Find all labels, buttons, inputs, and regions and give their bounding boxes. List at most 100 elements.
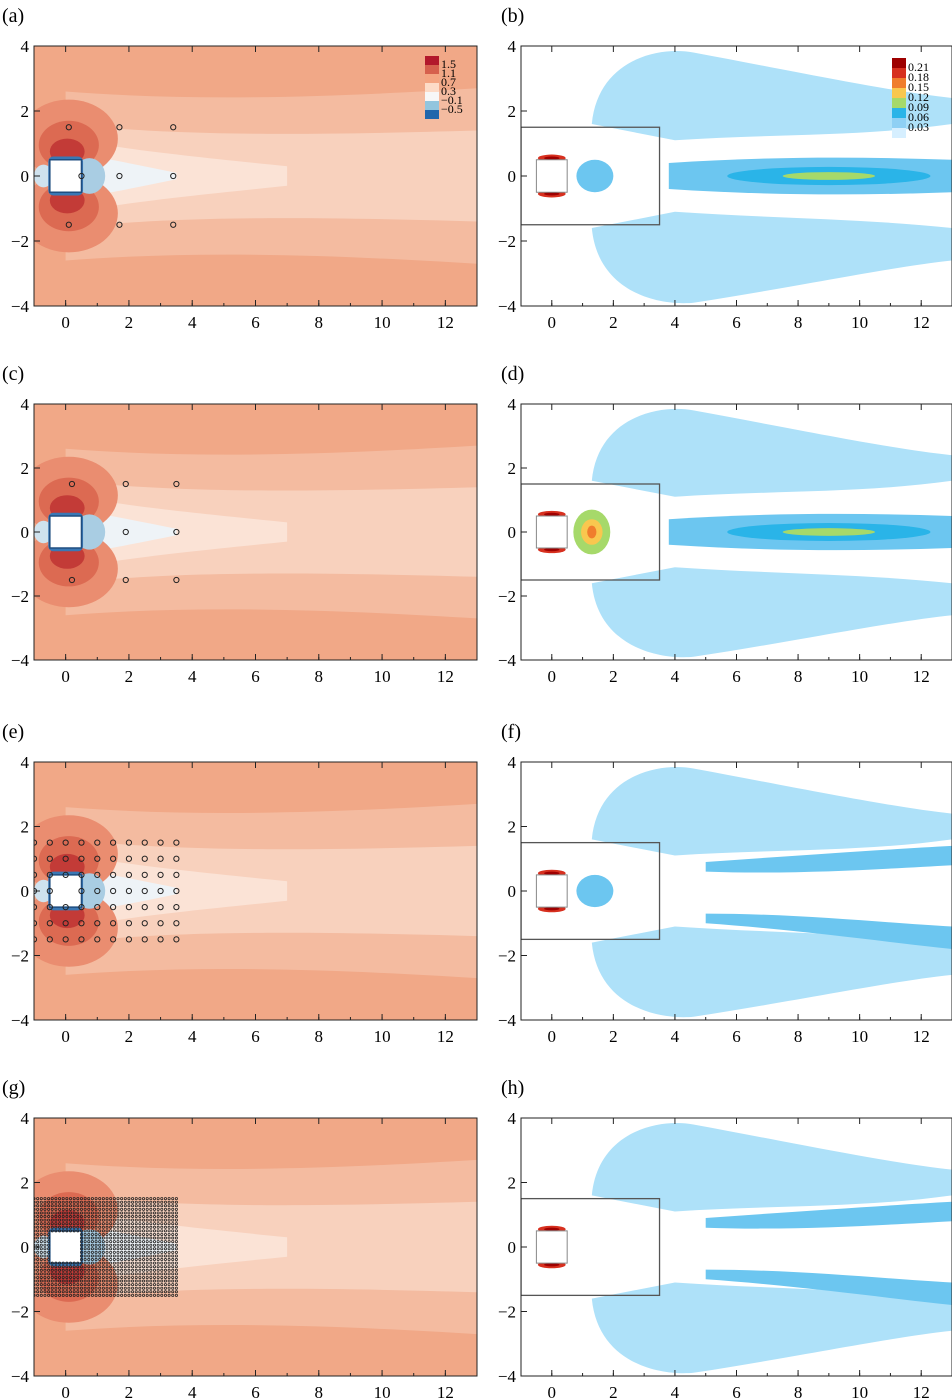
probe-point	[98, 1211, 102, 1215]
probe-point	[167, 1200, 171, 1204]
probe-point	[171, 1218, 175, 1222]
probe-point	[131, 1258, 135, 1262]
probe-point	[90, 1215, 94, 1219]
probe-point	[105, 1268, 109, 1272]
probe-point	[123, 1290, 127, 1294]
probe-point	[54, 1207, 58, 1211]
probe-point	[109, 1286, 113, 1290]
probe-point	[47, 1261, 51, 1265]
probe-point	[101, 1261, 105, 1265]
probe-point	[79, 1279, 83, 1283]
probe-point	[120, 1207, 124, 1211]
probe-point	[167, 1268, 171, 1272]
probe-point	[87, 1218, 91, 1222]
probe-point	[72, 1261, 76, 1265]
probe-point	[123, 1243, 127, 1247]
probe-point	[58, 1290, 62, 1294]
probe-point	[54, 1218, 58, 1222]
probe-point	[105, 1211, 109, 1215]
probe-point	[90, 1200, 94, 1204]
probe-point	[39, 1240, 43, 1244]
colorbar-swatch	[892, 128, 906, 138]
probe-point	[43, 1211, 47, 1215]
probe-point	[101, 1225, 105, 1229]
probe-point	[145, 1290, 149, 1294]
probe-point	[127, 1200, 131, 1204]
x-tick-label: 2	[125, 667, 134, 686]
probe-point	[105, 1218, 109, 1222]
probe-point	[123, 1225, 127, 1229]
probe-point	[39, 1283, 43, 1287]
shear-layer	[544, 548, 560, 552]
probe-point	[68, 480, 76, 488]
probe-point	[163, 1215, 167, 1219]
probe-point	[142, 1265, 146, 1269]
probe-point	[120, 1265, 124, 1269]
probe-point	[116, 1200, 120, 1204]
probe-point	[116, 1247, 120, 1251]
contour-level	[591, 567, 952, 658]
probe-point	[94, 904, 101, 911]
probe-point	[123, 1240, 127, 1244]
contour-level	[591, 1122, 952, 1212]
y-tick-label: −2	[11, 1303, 29, 1322]
probe-point	[123, 1211, 127, 1215]
probe-point	[54, 1286, 58, 1290]
probe-point	[94, 1254, 98, 1258]
probe-point	[145, 1211, 149, 1215]
probe-point	[163, 1250, 167, 1254]
contour-streak	[705, 913, 952, 949]
probe-point	[142, 1290, 146, 1294]
panel-label: (b)	[501, 5, 524, 27]
contour-nearwake	[576, 159, 614, 193]
probe-point	[72, 1293, 76, 1297]
probe-point	[69, 1204, 73, 1208]
probe-point	[34, 936, 38, 943]
probe-point	[87, 1211, 91, 1215]
probe-point	[47, 1254, 51, 1258]
probe-point	[47, 1236, 51, 1240]
probe-point	[69, 1211, 73, 1215]
probe-point	[171, 1283, 175, 1287]
probe-point	[58, 1225, 62, 1229]
probe-point	[87, 1200, 91, 1204]
probe-point	[61, 1204, 65, 1208]
probe-point	[98, 1258, 102, 1262]
probe-point	[50, 1207, 54, 1211]
probe-point	[149, 1286, 153, 1290]
probe-point	[127, 1215, 131, 1219]
probe-point	[101, 1229, 105, 1233]
probe-point	[94, 1268, 98, 1272]
probe-point	[112, 1272, 116, 1276]
probe-point	[39, 1197, 43, 1201]
probe-point	[157, 855, 164, 862]
probe-point	[145, 1207, 149, 1211]
x-tick-label: 4	[671, 313, 680, 332]
probe-point	[174, 1272, 178, 1276]
probe-point	[160, 1283, 164, 1287]
probe-point	[90, 1275, 94, 1279]
probe-point	[36, 1204, 40, 1208]
probe-point	[167, 1254, 171, 1258]
probe-point	[171, 1204, 175, 1208]
probe-point	[116, 1240, 120, 1244]
probe-point	[76, 1197, 80, 1201]
probe-point	[94, 855, 101, 862]
probe-point	[163, 1222, 167, 1226]
probe-point	[131, 1197, 135, 1201]
probe-point	[110, 887, 117, 895]
probe-point	[43, 1275, 47, 1279]
probe-point	[156, 1258, 160, 1262]
x-tick-label: 6	[251, 667, 260, 686]
probe-point	[36, 1211, 40, 1215]
probe-point	[167, 1275, 171, 1279]
probe-point	[134, 1232, 138, 1236]
probe-point	[94, 1243, 98, 1247]
probe-point	[109, 1283, 113, 1287]
probe-point	[134, 1218, 138, 1222]
probe-point	[109, 1218, 113, 1222]
probe-point	[62, 936, 69, 943]
probe-point	[156, 1204, 160, 1208]
probe-point	[72, 1204, 76, 1208]
